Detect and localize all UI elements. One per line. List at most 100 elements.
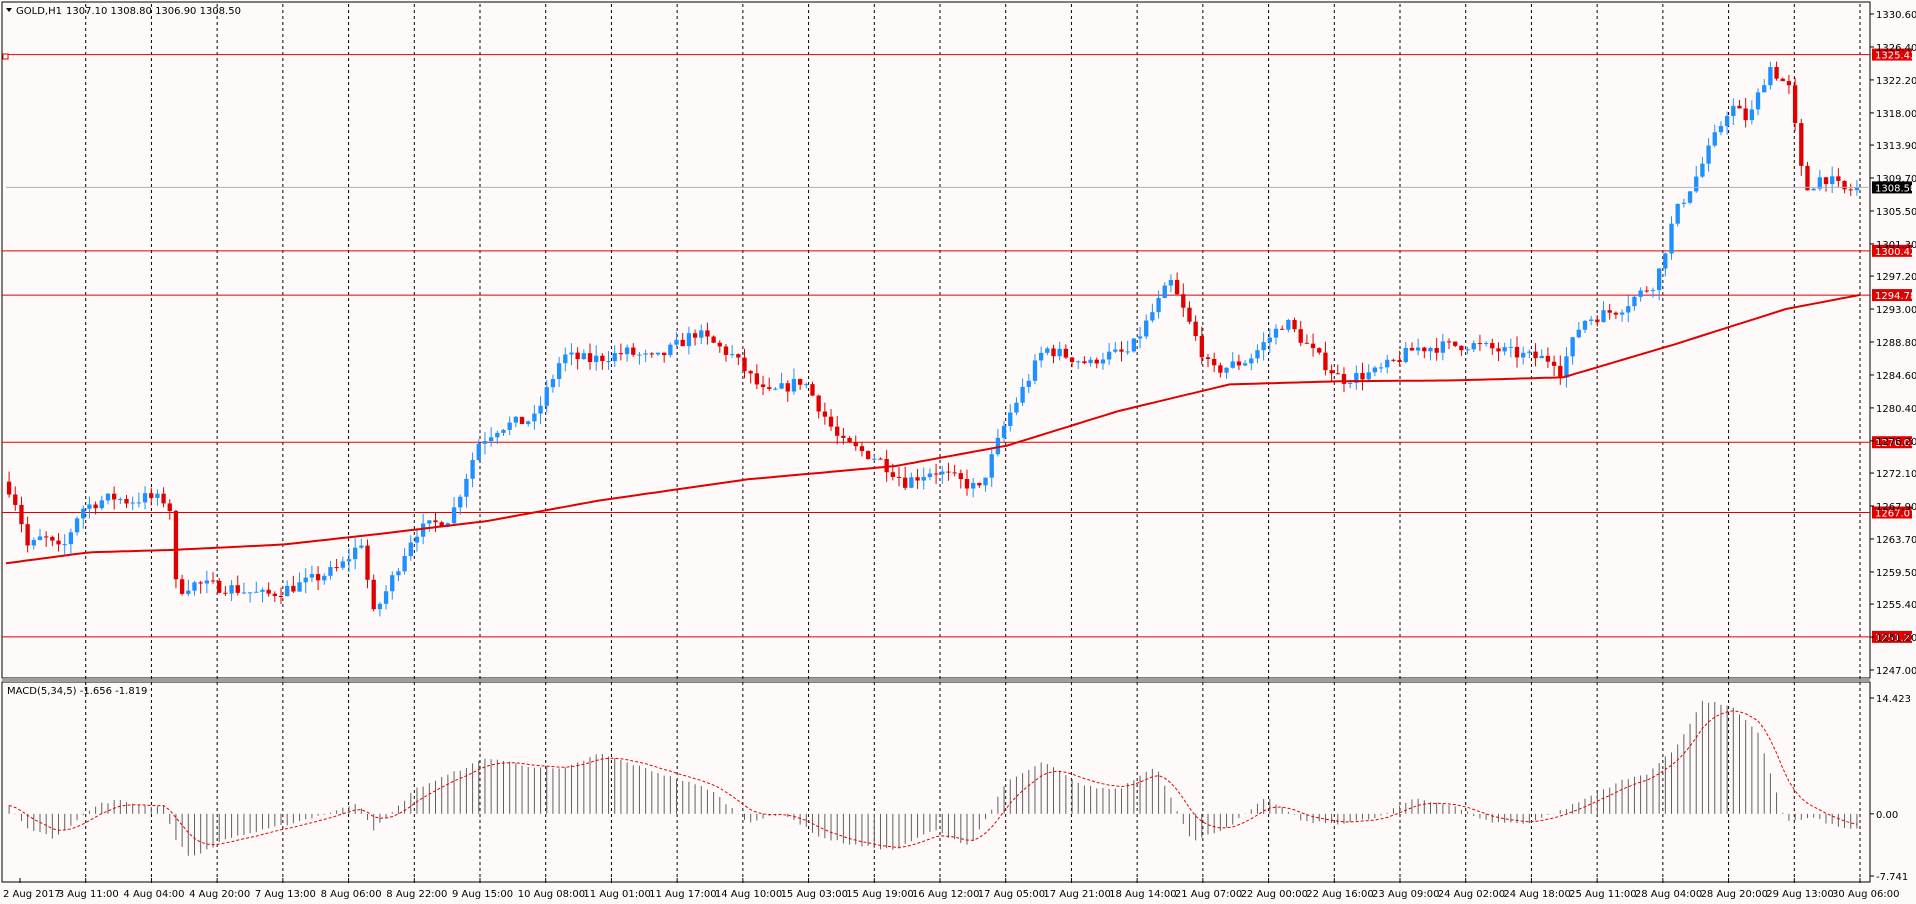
candle-body: [1669, 223, 1674, 254]
candle: [575, 347, 580, 370]
candle-body: [1434, 347, 1439, 353]
candle: [1317, 347, 1322, 355]
candle-body: [692, 333, 698, 338]
candle: [1558, 355, 1563, 385]
candle-body: [810, 384, 815, 396]
candle-body: [903, 477, 908, 488]
time-label: 2 Aug 2017: [3, 889, 61, 900]
candle: [1014, 397, 1019, 416]
candle: [748, 369, 753, 384]
candle: [458, 494, 463, 515]
candle-body: [587, 353, 593, 363]
candle-body: [1273, 328, 1279, 338]
candle-body: [1589, 319, 1594, 321]
candle: [278, 587, 284, 604]
candle-body: [322, 575, 327, 581]
candle-body: [1242, 363, 1248, 366]
candle: [1687, 191, 1693, 205]
candle: [1298, 320, 1303, 347]
candle-body: [921, 476, 926, 481]
candle: [624, 344, 630, 362]
macd-panel[interactable]: [1, 681, 1871, 883]
candle-body: [1014, 402, 1019, 413]
candle: [56, 533, 61, 552]
candle: [1650, 287, 1656, 298]
candle-body: [1137, 336, 1143, 339]
candle: [1076, 360, 1081, 369]
candle: [1527, 349, 1532, 359]
candle: [1304, 334, 1310, 344]
candle-body: [1619, 312, 1625, 315]
candle-body: [1298, 329, 1303, 343]
candle-body: [1675, 203, 1680, 224]
candle: [1626, 295, 1631, 323]
candle-body: [1514, 346, 1520, 358]
dropdown-triangle-icon[interactable]: [6, 8, 12, 12]
candle: [186, 579, 191, 597]
candle-body: [1786, 81, 1792, 86]
candle-body: [649, 353, 654, 355]
candle: [1397, 350, 1402, 366]
candle-body: [569, 352, 574, 355]
candle-body: [1570, 337, 1575, 357]
price-tick-label: 1284.60: [1876, 371, 1916, 382]
candle-body: [1063, 348, 1069, 358]
candle: [1440, 334, 1446, 361]
candle-body: [896, 476, 902, 478]
candle: [909, 472, 914, 489]
candle: [686, 326, 692, 355]
price-tick-label: 1255.40: [1876, 600, 1916, 611]
panel-separator[interactable]: [2, 678, 1870, 682]
level-tag: [1872, 506, 1912, 519]
candle: [427, 520, 432, 532]
candle-body: [1848, 189, 1853, 191]
candle: [1607, 303, 1612, 320]
candle-body: [130, 502, 135, 504]
candle-body: [1378, 367, 1384, 369]
candle: [229, 579, 234, 602]
level-handle-icon[interactable]: [2, 53, 9, 60]
candle-body: [1193, 321, 1198, 337]
candle: [828, 408, 834, 431]
candle-body: [643, 353, 648, 355]
candle: [835, 416, 840, 445]
candle-body: [1762, 85, 1767, 93]
price-panel[interactable]: [1, 1, 1871, 679]
candle-body: [785, 383, 790, 392]
candle: [995, 428, 1001, 457]
candle: [600, 353, 605, 370]
candle-body: [1490, 343, 1495, 349]
candle: [25, 516, 30, 553]
candle: [99, 495, 104, 511]
candle-body: [1774, 67, 1779, 79]
candle: [1255, 344, 1260, 364]
candle: [334, 558, 339, 572]
candle-body: [124, 498, 129, 504]
candle: [556, 356, 562, 387]
level-tag: [1872, 244, 1912, 257]
candle: [210, 572, 216, 584]
candle-body: [1131, 338, 1137, 352]
candle-body: [952, 472, 957, 474]
candle: [161, 487, 166, 508]
candle: [1181, 283, 1186, 317]
candle: [1057, 341, 1062, 361]
candle-body: [606, 361, 611, 363]
candle: [285, 580, 290, 597]
candle: [1403, 341, 1408, 364]
candle: [940, 466, 945, 484]
candle: [93, 501, 98, 515]
candle-body: [377, 603, 383, 610]
candle-body: [1607, 310, 1612, 313]
candle: [31, 537, 36, 550]
candle-body: [495, 432, 500, 438]
candle: [1094, 357, 1099, 369]
candle: [643, 349, 648, 363]
candle: [736, 353, 741, 366]
candle: [74, 516, 80, 536]
candle-body: [93, 504, 98, 509]
candle-body: [488, 437, 494, 442]
candle-body: [260, 589, 265, 592]
